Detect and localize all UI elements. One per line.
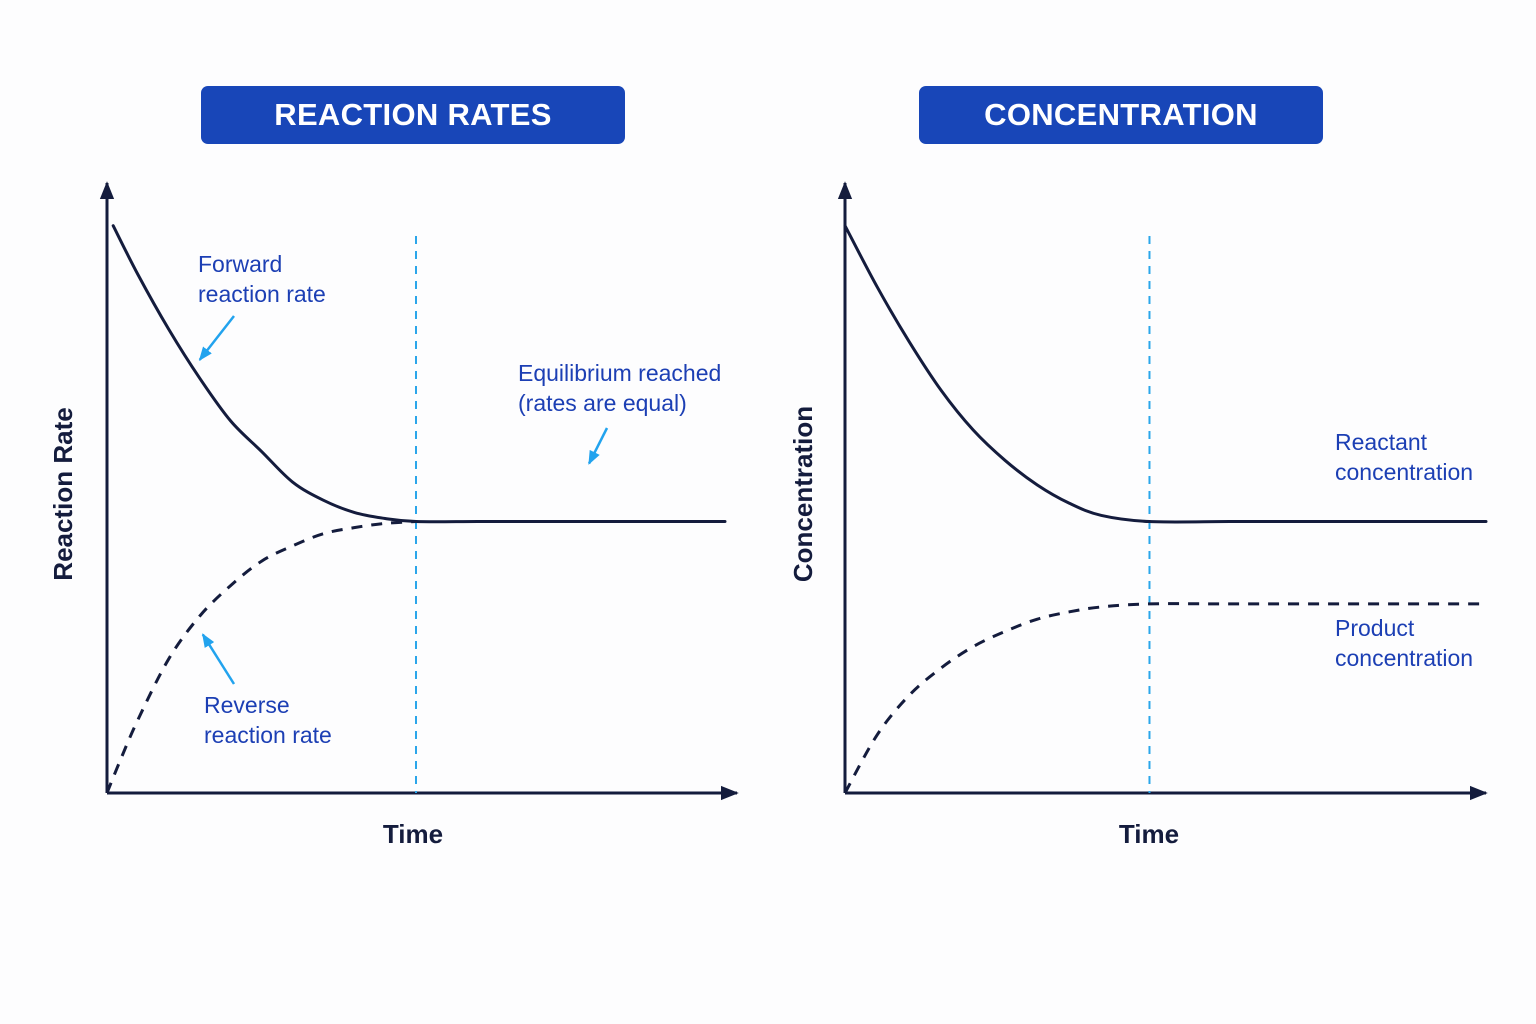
concentration-annotation-0-line-0: Reactant — [1335, 429, 1428, 455]
rates-series-1-line — [105, 520, 417, 794]
rates-annotation-1-line-1: reaction rate — [204, 722, 332, 748]
reaction-rates-title: REACTION RATES — [201, 86, 625, 144]
rates-annotation-2-line-0: Equilibrium reached — [518, 360, 721, 386]
rates-x-axis-label: Time — [383, 819, 443, 849]
rates-annotation-2-line-1: (rates are equal) — [518, 390, 687, 416]
rates-annotation-0: Forward reaction rate — [198, 251, 326, 307]
rates-annotation-0-line-0: Forward — [198, 251, 282, 277]
concentration-series-1-line — [843, 602, 1486, 794]
rates-annotation-0-line-1: reaction rate — [198, 281, 326, 307]
concentration-annotation-1-line-0: Product — [1335, 615, 1415, 641]
rates-annotation-2: Equilibrium reached (rates are equal) — [518, 360, 721, 416]
concentration-series-0-line — [843, 224, 1488, 524]
rates-annotation-0-arrow — [198, 315, 235, 362]
rates-annotation-1: Reverse reaction rate — [204, 692, 332, 748]
concentration-annotation-0: Reactant concentration — [1335, 429, 1473, 485]
concentration-annotation-0-line-1: concentration — [1335, 459, 1473, 485]
rates-annotation-2-arrow — [587, 427, 609, 465]
concentration-y-axis-label: Concentration — [788, 406, 818, 582]
rates-y-axis-label: Reaction Rate — [48, 407, 78, 580]
concentration-x-axis-label: Time — [1119, 819, 1179, 849]
rates-series-0-line — [111, 224, 727, 524]
rates-annotation-1-line-0: Reverse — [204, 692, 290, 718]
concentration-annotation-1: Product concentration — [1335, 615, 1473, 671]
rates-annotation-1-arrow — [201, 633, 236, 685]
concentration-annotation-1-line-1: concentration — [1335, 645, 1473, 671]
concentration-title: CONCENTRATION — [919, 86, 1323, 144]
